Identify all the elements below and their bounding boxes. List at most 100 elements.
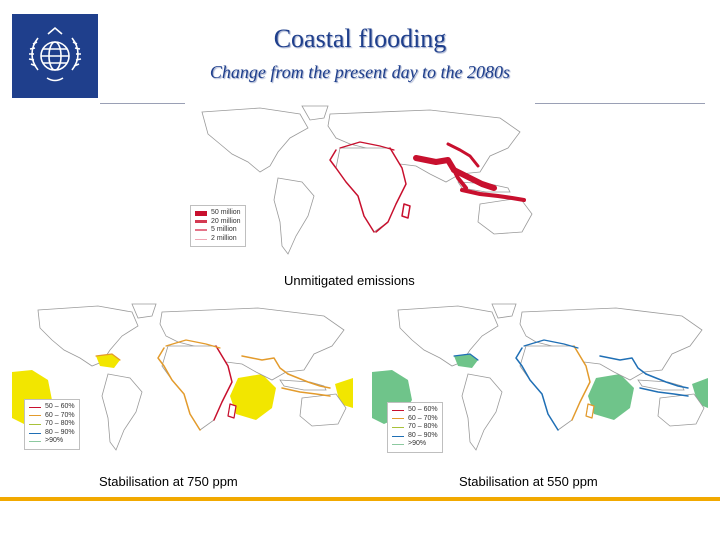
coast-southeast-asia	[645, 373, 689, 389]
australia	[657, 393, 705, 427]
coast-indochina	[450, 164, 468, 190]
north-america	[37, 305, 139, 367]
coast-europe	[523, 339, 579, 349]
legend-swatch	[29, 415, 41, 417]
legend-label: 50 – 60%	[45, 403, 75, 410]
greenland	[131, 303, 157, 319]
legend-item: 60 – 70%	[29, 412, 75, 421]
legend-label: 20 million	[211, 217, 241, 225]
legend-swatch	[392, 418, 404, 420]
coast-africa-west	[157, 347, 201, 431]
legend-swatch	[29, 406, 41, 408]
legend-swatch	[195, 238, 207, 240]
coast-africa-east	[213, 345, 233, 421]
south-america	[101, 373, 143, 451]
indian-ocean-zone	[588, 374, 634, 420]
legend-label: >90%	[408, 440, 427, 448]
coast-indonesia	[639, 387, 689, 397]
slide-subtitle: Change from the present day to the 2080s	[209, 62, 511, 82]
australia	[477, 197, 533, 235]
legend-label: 2 million	[211, 234, 237, 242]
caption-stab550: Stabilisation at 550 ppm	[459, 474, 598, 489]
legend-item: 60 – 70%	[392, 415, 438, 424]
coast-europe	[165, 339, 221, 349]
wmo-logo	[12, 14, 98, 98]
coast-madagascar	[401, 203, 411, 219]
pacific-zone-east	[692, 378, 708, 408]
world-map-unmitigated	[201, 105, 533, 255]
coast-madagascar	[585, 403, 595, 419]
coast-caribbean	[95, 353, 121, 361]
legend-label: 50 million	[211, 209, 241, 216]
legend-swatch	[392, 435, 404, 437]
world-map-stab550	[372, 303, 708, 451]
legend-label: 80 – 90%	[408, 431, 438, 439]
coast-indonesia	[281, 387, 331, 397]
greenland	[301, 105, 329, 121]
legend-item: 70 – 80%	[392, 423, 438, 432]
slide-title: Coastal flooding	[273, 24, 447, 53]
legend-swatch	[195, 210, 207, 216]
coast-africa-east	[375, 147, 407, 233]
africa	[335, 147, 407, 233]
world-map-stab750	[12, 303, 353, 451]
legend-swatch	[29, 423, 41, 425]
legend-item: >90%	[392, 440, 438, 449]
legend-label: 80 – 90%	[45, 428, 75, 436]
legend-swatch	[195, 229, 207, 232]
coast-caribbean	[453, 353, 479, 361]
coast-africa-west	[329, 149, 375, 233]
eurasia	[519, 307, 703, 381]
coast-southeast-asia	[287, 373, 331, 389]
legend-item: 70 – 80%	[29, 420, 75, 429]
south-america	[273, 177, 315, 255]
coast-indonesia	[460, 188, 526, 202]
coast-africa-west	[515, 347, 559, 431]
header-rule-right	[535, 103, 705, 104]
map-stab550	[370, 300, 710, 460]
south-america	[461, 373, 503, 451]
legend-label: 60 – 70%	[45, 411, 75, 419]
caribbean-zone	[96, 354, 120, 368]
un-emblem-icon	[28, 26, 82, 82]
legend-swatch	[392, 444, 404, 446]
legend-item: 50 – 60%	[29, 403, 75, 412]
africa	[161, 345, 233, 431]
legend-label: 50 – 60%	[408, 406, 438, 413]
legend-swatch	[29, 441, 41, 443]
north-america	[397, 305, 499, 367]
legend-item: 50 – 60%	[392, 406, 438, 415]
legend-item: 80 – 90%	[392, 432, 438, 441]
legend-item: 2 million	[195, 235, 241, 244]
legend-unmitigated: 50 million 20 million 5 million 2 millio…	[190, 205, 246, 248]
legend-label: 70 – 80%	[408, 423, 438, 431]
legend-item: 20 million	[195, 218, 241, 227]
legend-swatch	[392, 409, 404, 411]
coast-south-asia	[241, 355, 289, 375]
australia	[299, 393, 347, 427]
africa	[519, 345, 591, 431]
legend-label: 60 – 70%	[408, 414, 438, 422]
coast-madagascar	[227, 403, 237, 419]
caption-stab750: Stabilisation at 750 ppm	[99, 474, 238, 489]
coast-southeast-asia	[451, 167, 497, 191]
map-unmitigated	[190, 104, 540, 264]
legend-item: 5 million	[195, 226, 241, 235]
greenland	[491, 303, 517, 319]
indian-ocean-zone	[230, 374, 276, 420]
caption-unmitigated: Unmitigated emissions	[284, 273, 415, 288]
legend-item: >90%	[29, 437, 75, 446]
legend-item: 80 – 90%	[29, 429, 75, 438]
legend-swatch	[392, 426, 404, 428]
legend-swatch	[195, 220, 207, 224]
coast-africa-east	[571, 345, 591, 421]
legend-label: 5 million	[211, 226, 237, 234]
eurasia	[327, 109, 521, 183]
legend-stab750: 50 – 60% 60 – 70% 70 – 80% 80 – 90% >90%	[24, 399, 80, 450]
legend-label: >90%	[45, 437, 64, 445]
legend-stab550: 50 – 60% 60 – 70% 70 – 80% 80 – 90% >90%	[387, 402, 443, 453]
map-stab750	[10, 300, 355, 460]
north-america	[201, 107, 309, 173]
coast-mediterranean	[339, 141, 395, 151]
coast-south-asia	[599, 355, 647, 375]
